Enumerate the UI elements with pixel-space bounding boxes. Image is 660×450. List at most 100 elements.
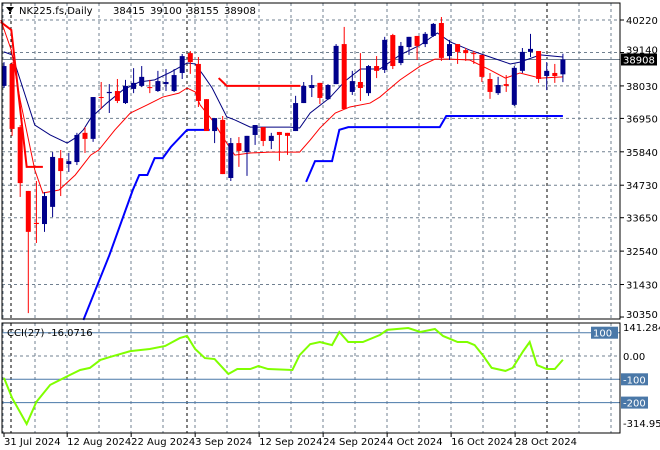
candle-body — [66, 161, 72, 165]
candle-body — [260, 127, 266, 141]
candle-body — [42, 196, 47, 225]
candle-body — [366, 66, 371, 94]
candle-body — [252, 125, 258, 135]
candle — [58, 150, 64, 197]
candle — [42, 192, 47, 232]
candle-body — [390, 35, 396, 67]
candle-body — [414, 35, 420, 46]
dropdown-dot-icon — [9, 12, 11, 14]
candle-body — [195, 63, 201, 101]
candle — [366, 65, 371, 96]
symbol-label: NK225.fs,Daily — [19, 6, 93, 17]
candle-body — [325, 85, 331, 100]
candle-body — [187, 53, 193, 63]
candle — [268, 132, 274, 150]
candle — [220, 115, 226, 175]
candle-body — [1, 66, 7, 86]
candle-body — [479, 54, 485, 77]
support-step-line — [82, 128, 210, 321]
x-tick-label: 4 Oct 2024 — [387, 437, 442, 448]
cci-level-label: -200 — [623, 399, 646, 410]
cci-plot-border — [1, 322, 621, 434]
candle-body — [528, 48, 533, 52]
candle-body — [244, 135, 250, 153]
dropdown-triangle-icon[interactable] — [6, 7, 14, 12]
candle — [285, 132, 290, 155]
candle — [503, 75, 509, 92]
ohlc-open: 38415 — [113, 6, 145, 17]
support-step-line — [305, 114, 563, 183]
candle — [447, 39, 452, 61]
candle — [406, 36, 412, 55]
candle — [374, 56, 380, 79]
candle-body — [139, 76, 145, 86]
candle — [33, 180, 39, 243]
candle-body — [552, 72, 558, 76]
x-tick-label: 16 Oct 2024 — [451, 437, 513, 448]
cci-tick-label: -314.953 — [623, 419, 660, 430]
candle — [228, 137, 234, 181]
candle — [382, 36, 388, 73]
candle-body — [463, 50, 469, 54]
candle — [98, 81, 104, 110]
candle — [244, 135, 250, 176]
y-tick-label: 35840 — [626, 148, 658, 159]
candle-body — [447, 44, 452, 57]
candle-body — [406, 36, 412, 48]
candle — [1, 62, 7, 89]
y-tick-label: 40220 — [626, 16, 658, 27]
candle-body — [511, 67, 517, 105]
cci-level-tag — [621, 373, 648, 386]
x-tick-label: 12 Aug 2024 — [67, 437, 131, 448]
candle-body — [268, 135, 274, 141]
candle — [171, 69, 177, 92]
candle — [90, 97, 96, 142]
candle-body — [123, 85, 128, 104]
candle — [544, 62, 550, 91]
cci-level-label: -100 — [623, 375, 646, 386]
candle — [187, 50, 193, 74]
candle — [204, 99, 209, 132]
candle-body — [82, 132, 88, 139]
candle — [455, 44, 461, 64]
candle-body — [293, 103, 299, 132]
candle — [438, 16, 444, 61]
candle-body — [220, 119, 226, 175]
candle — [430, 23, 436, 37]
candle — [114, 78, 120, 104]
candle — [552, 63, 558, 83]
y-tick-label: 36950 — [626, 114, 658, 125]
candle-body — [349, 81, 355, 92]
candle — [422, 32, 428, 48]
candle-body — [147, 87, 153, 89]
x-tick-label: 24 Sep 2024 — [323, 437, 386, 448]
candle — [212, 118, 218, 144]
candle-body — [228, 143, 234, 178]
candle-body — [430, 23, 436, 36]
x-tick-label: 28 Oct 2024 — [515, 437, 577, 448]
candle-body — [276, 131, 282, 135]
candle — [131, 68, 137, 94]
ma-fast-line — [0, 19, 563, 194]
y-tick-label: 34730 — [626, 181, 658, 192]
candle — [333, 44, 339, 85]
candle-body — [179, 56, 185, 73]
y-tick-label: 38030 — [626, 82, 658, 93]
candle-body — [438, 23, 444, 58]
candle — [398, 41, 404, 66]
cci-level-tag — [591, 326, 618, 339]
candle — [293, 95, 299, 132]
y-tick-label: 33650 — [626, 214, 658, 225]
candle-body — [236, 143, 242, 151]
candle — [536, 50, 542, 83]
candle — [17, 125, 23, 197]
candle — [260, 127, 266, 147]
cci-level-tag — [621, 396, 648, 409]
candle — [179, 54, 185, 79]
candle-body — [536, 50, 542, 79]
y-tick-label: 39140 — [626, 46, 658, 57]
candle — [50, 152, 56, 218]
candle-body — [398, 45, 404, 64]
